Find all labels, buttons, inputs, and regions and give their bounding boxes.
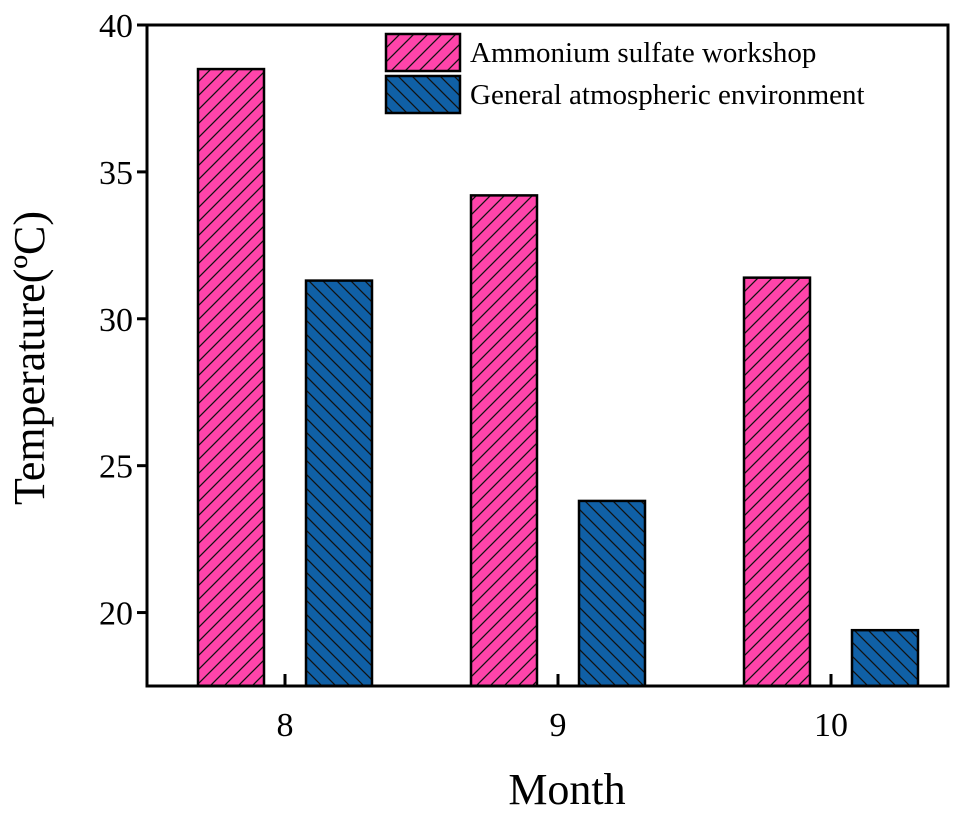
y-tick-label: 35	[99, 155, 133, 192]
x-tick-label: 9	[550, 707, 567, 744]
y-tick-label: 25	[99, 449, 133, 486]
bars-layer	[196, 67, 920, 688]
plot-frame	[145, 23, 950, 688]
legend-label-atmospheric: General atmospheric environment	[470, 79, 865, 111]
y-tick-label: 40	[99, 8, 133, 45]
ticks-layer: 8 9 10 20 25 30 35 40	[99, 8, 848, 744]
bar-ammonium-month-8	[196, 67, 266, 688]
legend: Ammonium sulfate workshop General atmosph…	[384, 32, 865, 115]
bar-ammonium-month-10	[742, 276, 812, 688]
x-tick-label: 10	[814, 707, 848, 744]
y-tick-label: 20	[99, 596, 133, 633]
y-axis-title: Temperature(ºC)	[5, 211, 54, 505]
legend-swatch-ammonium	[384, 32, 462, 73]
bar-atmospheric-month-9	[577, 499, 647, 688]
x-tick-label: 8	[277, 707, 294, 744]
legend-swatch-atmospheric	[384, 74, 462, 115]
bar-ammonium-month-9	[469, 194, 539, 688]
y-tick-label: 30	[99, 302, 133, 339]
bar-atmospheric-month-10	[850, 628, 920, 688]
bar-atmospheric-month-8	[304, 279, 374, 688]
legend-label-ammonium: Ammonium sulfate workshop	[470, 37, 816, 69]
x-axis-title: Month	[508, 765, 625, 814]
